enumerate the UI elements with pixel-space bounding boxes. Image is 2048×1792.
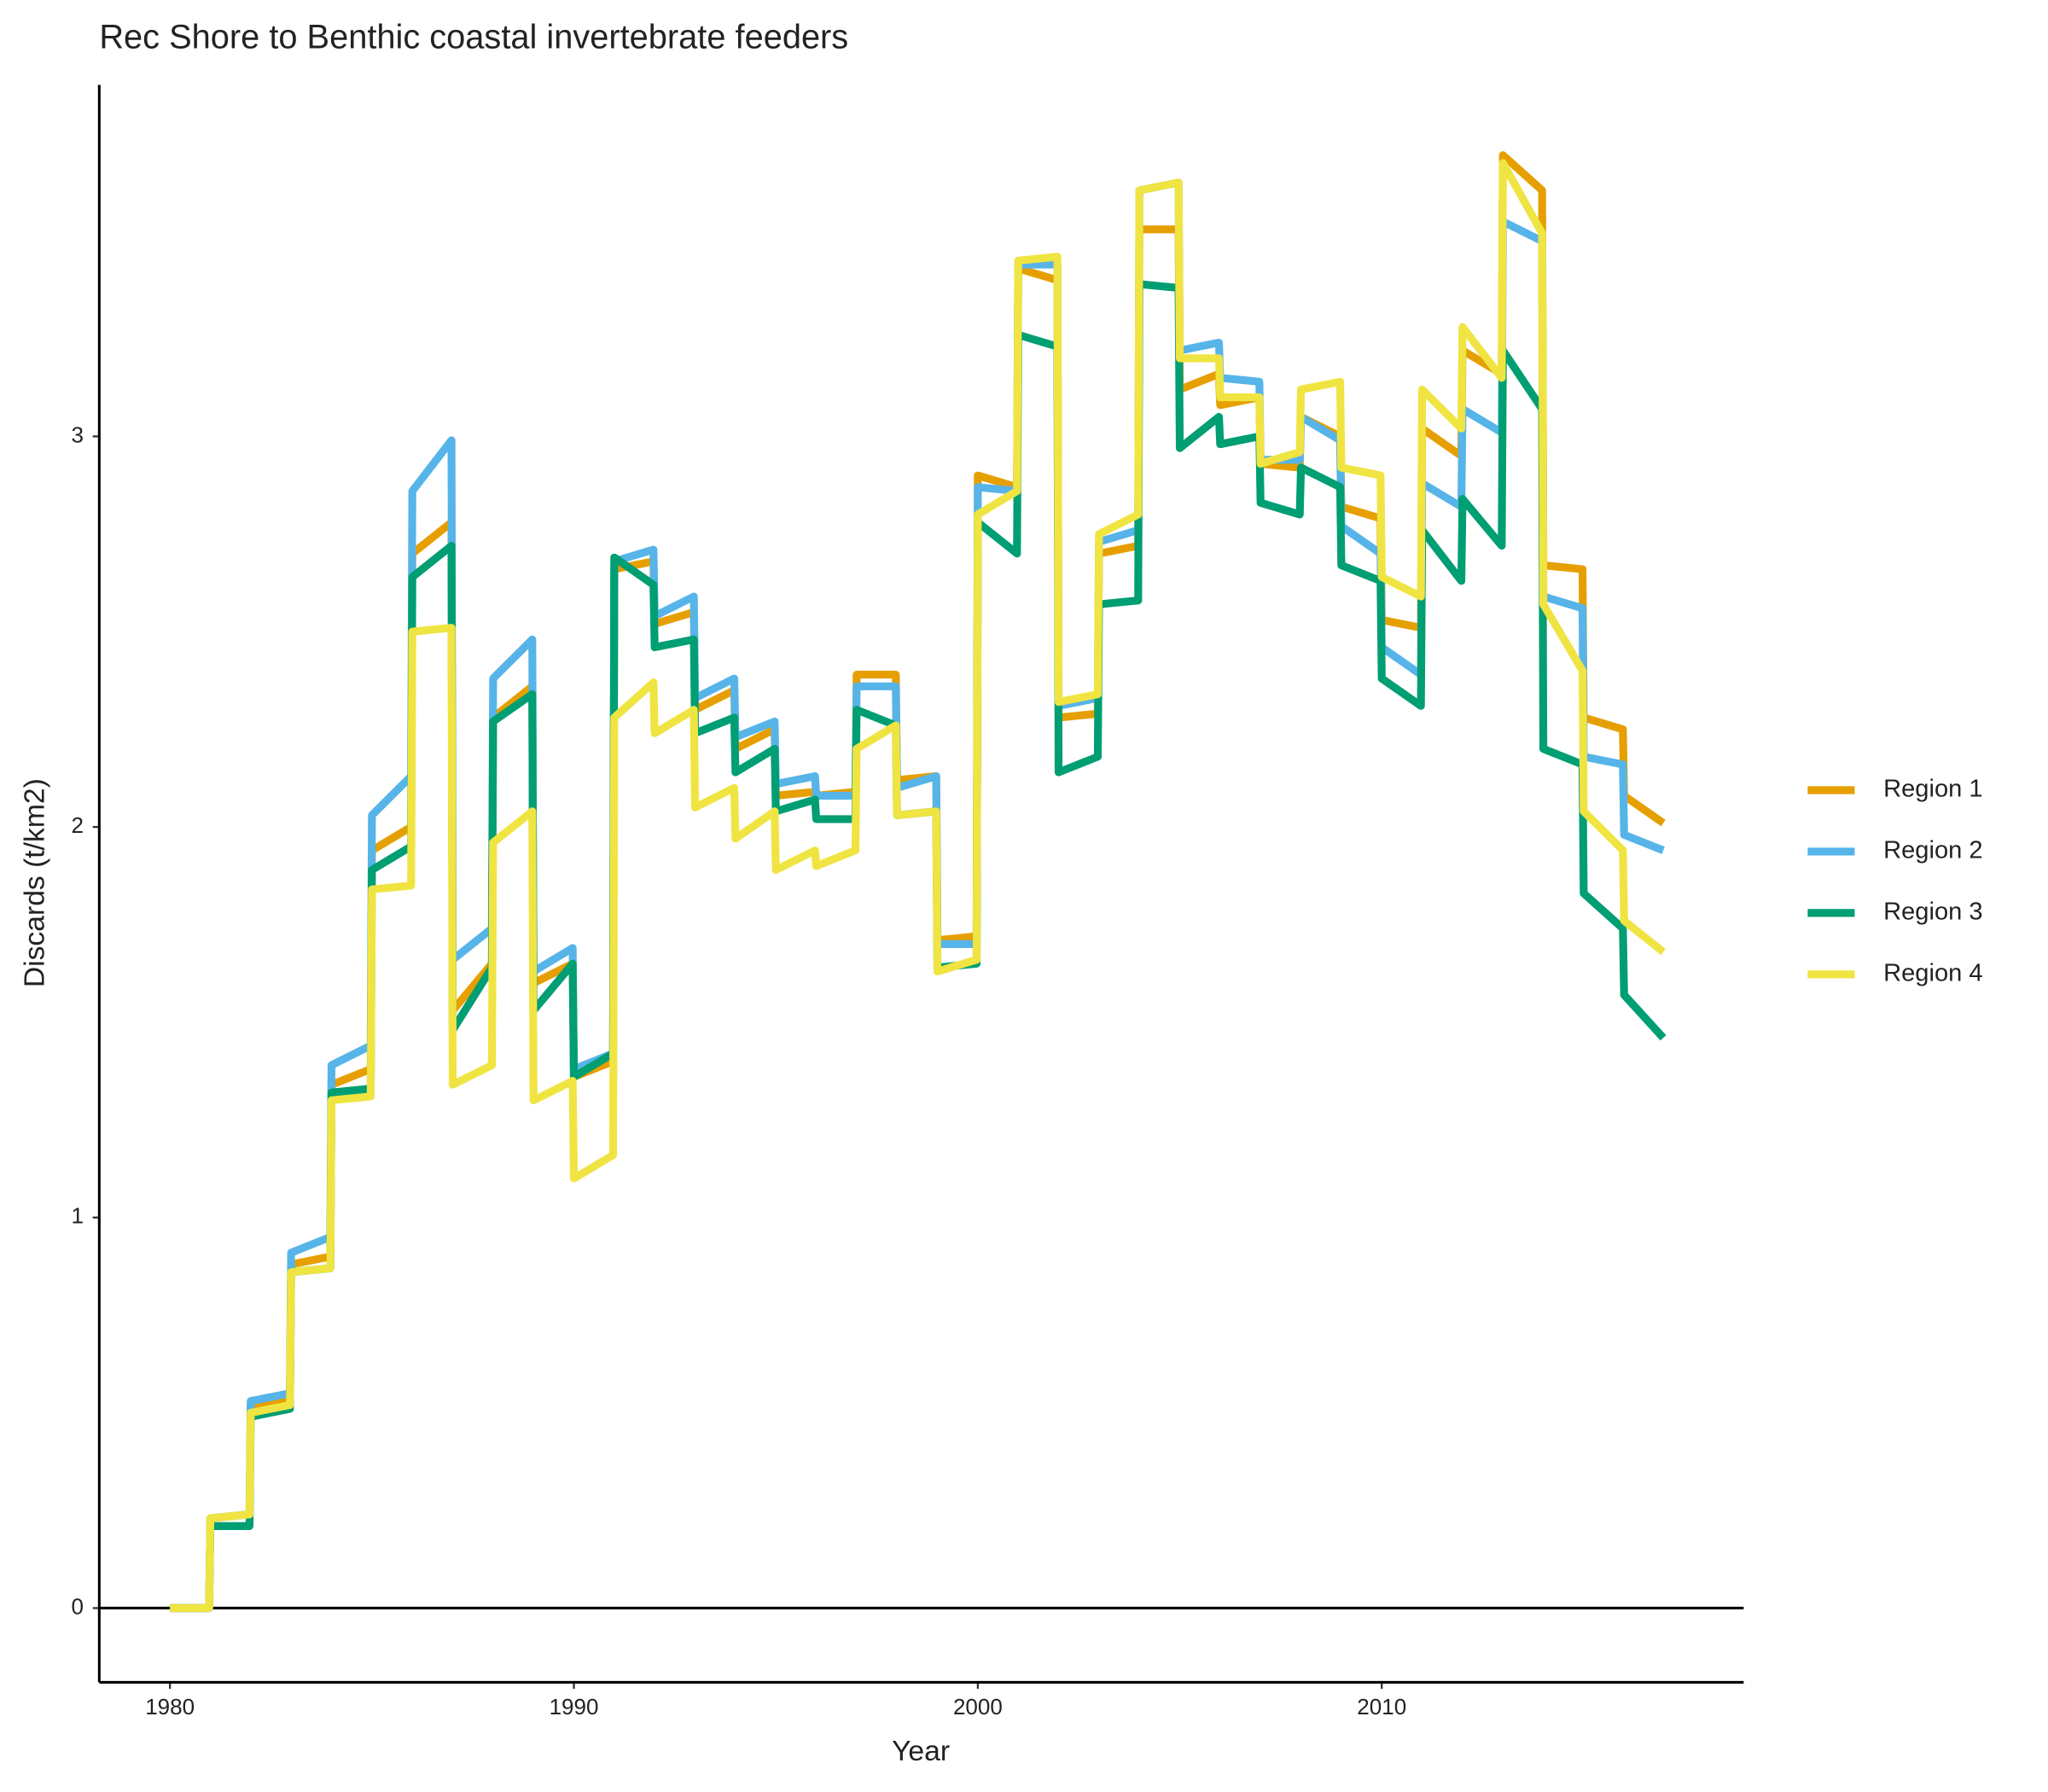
legend-label: Region 4 [1883, 960, 1982, 987]
series-line [170, 151, 1666, 1613]
y-axis-label: Discards (t/km2) [20, 778, 51, 987]
y-tick-label: 1 [71, 1203, 83, 1229]
y-tick-label: 3 [71, 422, 83, 447]
y-tick-label: 0 [71, 1593, 83, 1619]
x-tick-label: 1980 [145, 1694, 195, 1719]
series-line [170, 159, 1667, 1613]
x-tick-label: 1990 [550, 1694, 599, 1719]
y-tick-label: 2 [71, 812, 83, 838]
legend-label: Region 3 [1883, 899, 1982, 926]
legend-label: Region 2 [1883, 837, 1982, 864]
legend-label: Region 1 [1883, 776, 1982, 803]
x-axis-label: Year [892, 1736, 950, 1767]
series-line [170, 280, 1667, 1613]
chart-title: Rec Shore to Benthic coastal invertebrat… [99, 18, 848, 55]
x-tick-label: 2010 [1357, 1694, 1406, 1719]
series-line [170, 178, 1665, 1613]
x-tick-label: 2000 [953, 1694, 1003, 1719]
